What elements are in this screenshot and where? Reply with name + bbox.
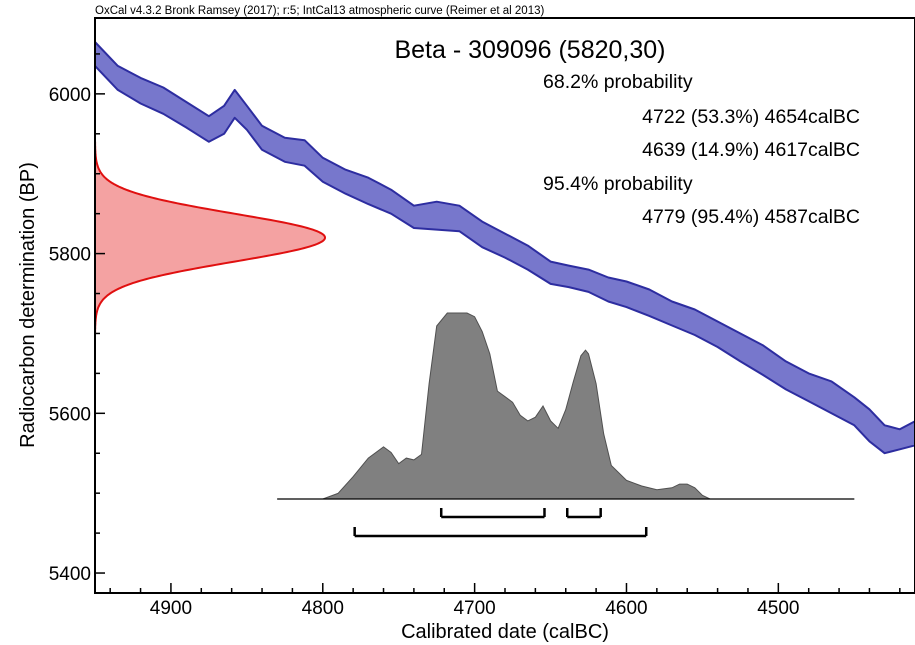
axis-ticks: 4900 4800 4700 4600 4500 5400 5600 5800 6000 <box>49 53 901 619</box>
x-tick-label: 4600 <box>605 598 647 619</box>
x-axis-title: Calibrated date (calBC) <box>401 621 609 643</box>
range-bar-2 <box>566 508 602 519</box>
range-bar-1 <box>439 508 546 519</box>
range-bar-3 <box>353 527 648 538</box>
range95-1-text: 4779 (95.4%) 4587calBC <box>642 206 860 228</box>
y-axis-title: Radiocarbon determination (BP) <box>17 162 39 448</box>
software-citation: OxCal v4.3.2 Bronk Ramsey (2017); r:5; I… <box>95 5 544 17</box>
calibration-curve-band <box>95 41 915 455</box>
x-tick-label: 4700 <box>453 598 495 619</box>
y-tick-label: 5600 <box>49 404 91 425</box>
x-tick-label: 4900 <box>150 598 192 619</box>
range68-2-text: 4639 (14.9%) 4617calBC <box>642 139 860 161</box>
range68-1-text: 4722 (53.3%) 4654calBC <box>642 106 860 128</box>
y-tick-label: 5400 <box>49 564 91 585</box>
y-tick-label: 5800 <box>49 245 91 266</box>
radiocarbon-date-outline <box>95 141 327 334</box>
sample-title: Beta - 309096 (5820,30) <box>394 36 665 64</box>
prob95-label: 95.4% probability <box>543 173 693 195</box>
prob68-label: 68.2% probability <box>543 71 693 93</box>
x-tick-label: 4500 <box>757 598 799 619</box>
x-tick-label: 4800 <box>302 598 344 619</box>
radiocarbon-date-fill <box>95 141 325 334</box>
calibrated-distribution <box>277 312 855 500</box>
y-tick-label: 6000 <box>49 85 91 106</box>
plot-layer <box>95 41 915 538</box>
